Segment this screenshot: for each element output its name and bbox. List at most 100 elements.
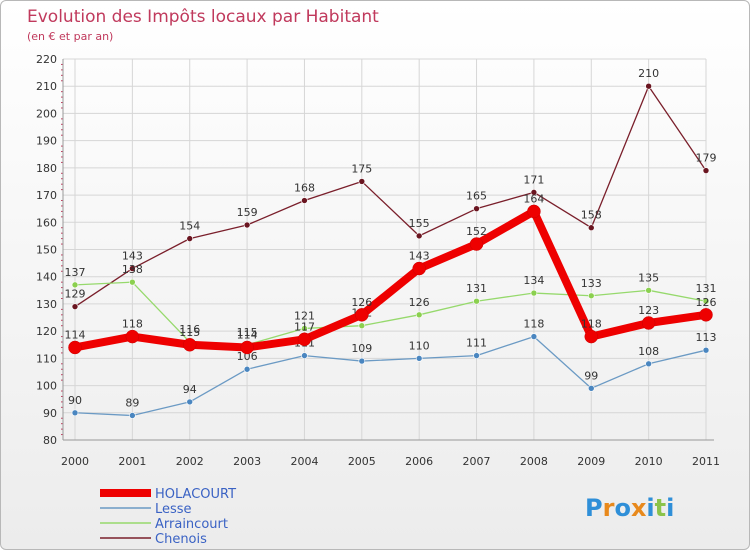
y-tick-label: 210: [36, 80, 57, 93]
data-point: [243, 365, 251, 373]
x-tick-label: 2000: [61, 455, 89, 468]
data-point: [301, 197, 308, 204]
data-point: [645, 287, 652, 294]
y-tick-label: 180: [36, 162, 57, 175]
data-label: 118: [523, 318, 544, 331]
data-label: 111: [466, 337, 487, 350]
y-tick-label: 220: [36, 53, 57, 66]
data-point: [301, 352, 308, 359]
data-point: [473, 205, 480, 212]
data-label: 94: [183, 383, 197, 396]
data-label: 123: [638, 304, 659, 317]
data-point: [125, 329, 140, 344]
chart-title: Evolution des Impôts locaux par Habitant: [27, 7, 379, 27]
data-label: 143: [409, 250, 430, 263]
data-point: [71, 281, 79, 289]
data-label: 175: [351, 162, 372, 175]
legend-label: Lesse: [155, 502, 192, 517]
data-point: [186, 398, 194, 406]
chart-subtitle: (en € et par an): [27, 30, 113, 43]
data-point: [240, 340, 254, 355]
series-lesse: 90899410611110911011111899108113: [68, 318, 717, 419]
data-point: [129, 412, 136, 419]
data-point: [297, 332, 312, 347]
data-point: [415, 232, 423, 240]
y-tick-label: 160: [36, 216, 57, 229]
data-point: [473, 297, 480, 305]
data-point: [702, 167, 710, 174]
y-tick-label: 130: [36, 298, 57, 311]
y-tick-label: 90: [43, 407, 57, 420]
logo-letter: t: [655, 494, 666, 522]
data-label: 117: [294, 320, 315, 333]
y-tick-label: 190: [36, 135, 57, 148]
data-label: 131: [696, 282, 717, 295]
data-label: 171: [523, 173, 544, 186]
logo-letter: i: [646, 494, 654, 522]
data-label: 158: [581, 209, 602, 222]
data-point: [702, 346, 710, 354]
data-point: [530, 189, 538, 196]
data-label: 159: [237, 206, 258, 219]
series-arraincourt: 137138116115121122126131134133135131: [65, 263, 717, 349]
data-point: [415, 311, 423, 319]
x-tick-label: 2007: [463, 455, 491, 468]
data-label: 137: [65, 266, 86, 279]
data-point: [71, 303, 79, 310]
logo-letter: o: [614, 494, 631, 522]
proxiti-logo: Proxiti: [585, 494, 674, 522]
data-label: 133: [581, 277, 602, 290]
legend-label: HOLACOURT: [155, 487, 236, 502]
data-point: [469, 237, 484, 251]
data-point: [355, 308, 369, 322]
data-label: 110: [409, 339, 430, 352]
data-point: [645, 360, 652, 368]
logo-text: Proxiti: [585, 494, 674, 522]
series-chenois: 129 143 154 159 168 175 155 165 171 158 210 179: [65, 67, 717, 310]
data-label: 114: [237, 328, 258, 341]
data-label: 129: [65, 288, 86, 301]
grid: [63, 58, 707, 441]
x-tick-label: 2004: [290, 455, 318, 468]
data-point: [186, 235, 194, 242]
series-line: [74, 335, 707, 417]
legend-label: Arraincourt: [155, 517, 228, 532]
data-point: [645, 82, 652, 90]
x-tick-label: 2001: [118, 455, 146, 468]
x-tick-label: 2006: [405, 455, 433, 468]
data-point: [587, 224, 595, 232]
y-tick-label: 120: [36, 325, 57, 338]
data-point: [358, 178, 366, 185]
data-point: [412, 261, 426, 276]
data-label: 106: [237, 350, 258, 363]
data-label: 109: [351, 342, 372, 355]
data-label: 135: [638, 271, 659, 284]
y-tick-label: 150: [36, 244, 57, 257]
data-label: 115: [179, 326, 200, 339]
data-point: [530, 289, 538, 297]
logo-letter: x: [631, 494, 647, 522]
data-label: 179: [696, 152, 717, 165]
series-line: [74, 85, 707, 308]
data-label: 143: [122, 250, 143, 263]
x-tick-label: 2003: [233, 455, 261, 468]
data-point: [473, 352, 480, 359]
data-point: [641, 316, 656, 330]
data-point: [243, 221, 251, 229]
data-point: [182, 338, 197, 352]
data-label: 113: [696, 331, 717, 344]
data-point: [415, 355, 423, 362]
data-point: [129, 278, 136, 286]
logo-letter: r: [603, 494, 615, 522]
logo-letter: P: [585, 494, 603, 522]
data-label: 114: [65, 328, 86, 341]
series-line: [74, 281, 707, 346]
x-tick-label: 2010: [635, 455, 663, 468]
data-label: 155: [409, 217, 430, 230]
data-point: [301, 325, 308, 332]
y-tick-label: 170: [36, 189, 57, 202]
data-point: [530, 333, 538, 340]
